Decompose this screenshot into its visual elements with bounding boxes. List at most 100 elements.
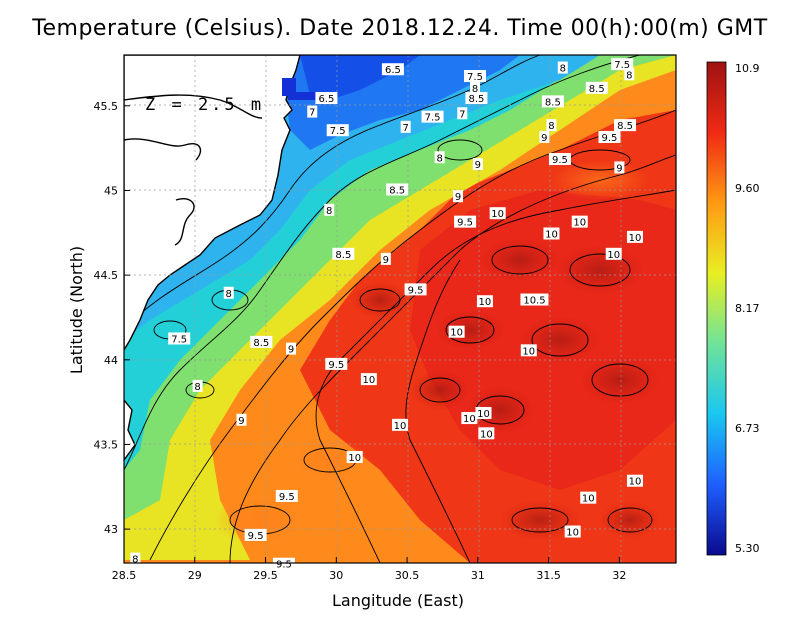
contour-label: 10 [348, 453, 361, 464]
contour-label: 8.5 [389, 185, 405, 196]
contour-label-box [453, 190, 464, 203]
contour-label-box [557, 61, 568, 74]
contour-label-box [244, 528, 267, 541]
contour-label-box [543, 227, 560, 240]
contour-label: 8.5 [545, 97, 561, 108]
contour-label-box [324, 203, 335, 216]
contour-label-box [326, 124, 349, 137]
contour-label-box [236, 413, 247, 426]
contour-label-box [520, 293, 549, 306]
contour-label-box [465, 92, 488, 105]
y-tick-label: 45 [104, 184, 118, 197]
contour-label-box [461, 412, 478, 425]
contour-label-box [541, 95, 564, 108]
x-tick-label: 29 [188, 569, 202, 582]
contour-label: 8.5 [468, 94, 484, 105]
land-area [124, 398, 136, 462]
x-tick-label: 31 [471, 569, 485, 582]
contour-label-box [539, 130, 550, 143]
x-axis-label: Langitude (East) [332, 591, 464, 610]
contour-label-box [381, 63, 404, 76]
contour-label-box [325, 357, 348, 370]
contour-label-box [626, 230, 643, 243]
contour-label: 10 [545, 229, 558, 240]
contour-label: 6.5 [385, 65, 401, 76]
contour-label-box [250, 335, 273, 348]
contour-label-box [546, 119, 557, 132]
contour-label: 9.5 [328, 360, 344, 371]
contour-label-box [598, 130, 621, 143]
contour-label-box [611, 58, 634, 71]
x-tick-label: 28.5 [112, 569, 137, 582]
contour-label-box [626, 474, 643, 487]
colorbar-label: 6.73 [735, 422, 760, 435]
contour-label-box [464, 70, 487, 83]
contour-label: 9.5 [408, 285, 424, 296]
y-tick-label: 43 [104, 523, 118, 536]
contour-label-box [392, 418, 408, 431]
contour-label-box [457, 107, 468, 120]
contour-label-box [421, 110, 444, 123]
contour-label: 8 [326, 206, 332, 217]
contour-label-box [585, 81, 608, 94]
y-tick-label: 44.5 [94, 269, 119, 282]
contour-label: 10.5 [523, 296, 545, 307]
contour-label: 10 [573, 218, 586, 229]
contour-label-box [346, 451, 363, 464]
contour-label-box [434, 151, 445, 164]
y-axis: 43 43.5 44 44.5 45 45.5 [94, 100, 130, 536]
contour-label: 10 [362, 375, 375, 386]
contour-label: 10 [491, 209, 504, 220]
contour-label: 9 [616, 163, 622, 174]
x-tick-label: 32 [612, 569, 626, 582]
contour-label-box [448, 325, 465, 338]
contour-label: 10 [450, 328, 463, 339]
y-tick-label: 45.5 [94, 100, 119, 113]
colorbar-label: 9.60 [735, 182, 760, 195]
contour-label-box [520, 344, 537, 357]
contour-label: 9.5 [248, 531, 264, 542]
contour-label: 9.5 [602, 133, 618, 144]
contour-label: 7.5 [330, 126, 346, 137]
y-tick-label: 44 [104, 354, 118, 367]
contour-label-box [478, 427, 495, 440]
contour-label: 9 [238, 416, 244, 427]
x-axis: 28.5 29 29.5 30 30.5 31 31.5 32 [112, 557, 626, 582]
y-tick-label: 43.5 [94, 438, 119, 451]
contour-label: 10 [479, 297, 492, 308]
colorbar [706, 61, 727, 556]
contour-label-box [476, 295, 493, 308]
temperature-field [124, 55, 676, 563]
contour-label: 6.5 [318, 94, 334, 105]
contour-label: 9 [455, 192, 461, 203]
x-tick-label: 31.5 [536, 569, 561, 582]
contour-label: 10 [629, 477, 642, 488]
contour-label: 10 [477, 409, 490, 420]
contour-label-box [614, 119, 637, 132]
contour-label-box [624, 68, 635, 81]
colorbar-label: 8.17 [735, 302, 760, 315]
contour-label-box [475, 406, 492, 419]
contour-label-box [315, 92, 338, 105]
contour-label: 9.5 [457, 218, 473, 229]
contour-label: 7 [402, 123, 408, 134]
contour-label-box [192, 379, 203, 392]
contour-label: 8 [548, 121, 554, 132]
x-tick-label: 30.5 [395, 569, 420, 582]
contour-label: 10 [394, 421, 407, 432]
y-axis-label: Latitude (North) [67, 246, 86, 374]
contour-label: 9.5 [552, 155, 568, 166]
contour-label: 8.5 [589, 84, 605, 95]
contour-label: 9.5 [276, 560, 292, 571]
contour-label-box [386, 183, 409, 196]
contour-label-box [614, 161, 625, 174]
contour-lines [124, 55, 676, 563]
contour-label-box [564, 525, 581, 538]
contour-label: 8 [194, 382, 200, 393]
colorbar-label: 5.30 [735, 542, 760, 555]
contour-label-box [605, 247, 622, 260]
contour-label: 10 [582, 494, 595, 505]
plot-frame [123, 54, 677, 564]
contour-label-box [489, 207, 506, 220]
